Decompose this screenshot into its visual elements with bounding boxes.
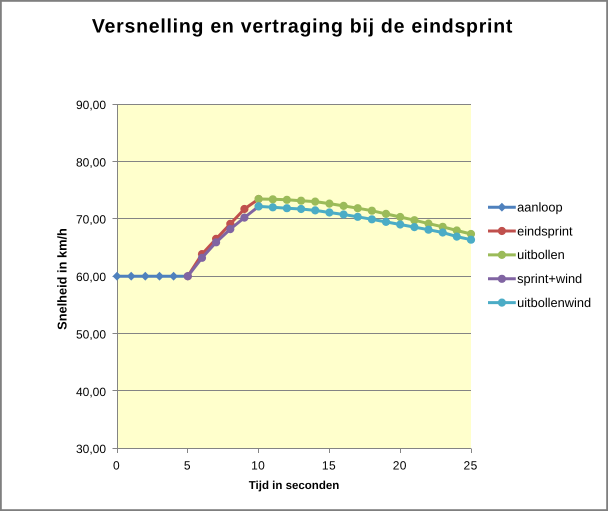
svg-text:5: 5 — [184, 459, 191, 473]
svg-text:aanloop: aanloop — [517, 200, 563, 215]
svg-text:40,00: 40,00 — [76, 385, 106, 399]
svg-text:90,00: 90,00 — [76, 98, 106, 112]
svg-text:80,00: 80,00 — [76, 155, 106, 169]
svg-text:eindsprint: eindsprint — [517, 223, 573, 238]
svg-text:20: 20 — [393, 459, 407, 473]
svg-text:15: 15 — [322, 459, 336, 473]
svg-text:10: 10 — [251, 459, 265, 473]
svg-text:Snelheid in km/h: Snelheid in km/h — [55, 228, 70, 330]
svg-text:30,00: 30,00 — [76, 442, 106, 456]
svg-text:uitbollen: uitbollen — [517, 247, 565, 262]
svg-text:25: 25 — [464, 459, 478, 473]
svg-text:Versnelling en vertraging bij: Versnelling en vertraging bij de eindspr… — [92, 16, 513, 38]
svg-text:Tijd in seconden: Tijd in seconden — [249, 480, 340, 492]
svg-text:sprint+wind: sprint+wind — [517, 271, 582, 286]
svg-text:50,00: 50,00 — [76, 327, 106, 341]
svg-text:60,00: 60,00 — [76, 270, 106, 284]
svg-text:uitbollenwind: uitbollenwind — [517, 295, 591, 310]
svg-text:70,00: 70,00 — [76, 213, 106, 227]
svg-text:0: 0 — [113, 459, 120, 473]
